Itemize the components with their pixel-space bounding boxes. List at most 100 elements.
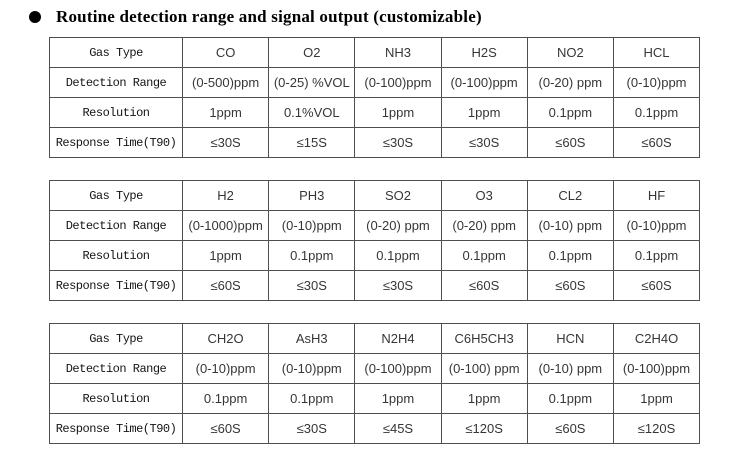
section-header: Routine detection range and signal outpu… — [0, 0, 751, 26]
resolution-cell: 0.1ppm — [526, 383, 614, 414]
gas-type-cell: NH3 — [354, 37, 442, 68]
response-time-cell: ≤60S — [526, 270, 614, 301]
resolution-cell: 1ppm — [181, 240, 270, 271]
detection-range-cell: (0-100)ppm — [354, 353, 442, 384]
detection-range-cell: (0-10) ppm — [526, 353, 614, 384]
row-header-detection-range: Detection Range — [49, 210, 183, 241]
gas-type-cell: PH3 — [268, 180, 356, 211]
detection-range-cell: (0-10)ppm — [181, 353, 270, 384]
gas-type-cell: HCL — [612, 37, 701, 68]
table-row: Response Time(T90) ≤30S ≤15S ≤30S ≤30S ≤… — [49, 127, 701, 158]
table-row: Resolution 1ppm 0.1%VOL 1ppm 1ppm 0.1ppm… — [49, 97, 701, 128]
detection-range-cell: (0-1000)ppm — [181, 210, 270, 241]
gas-spec-table-1: Gas Type CO O2 NH3 H2S NO2 HCL Detection… — [49, 37, 701, 158]
detection-range-cell: (0-100)ppm — [612, 353, 701, 384]
response-time-cell: ≤120S — [612, 413, 701, 444]
response-time-cell: ≤60S — [181, 270, 270, 301]
table-row: Resolution 1ppm 0.1ppm 0.1ppm 0.1ppm 0.1… — [49, 240, 701, 271]
gas-type-cell: SO2 — [354, 180, 442, 211]
resolution-cell: 0.1ppm — [268, 383, 356, 414]
row-header-detection-range: Detection Range — [49, 353, 183, 384]
response-time-cell: ≤30S — [440, 127, 528, 158]
response-time-cell: ≤120S — [440, 413, 528, 444]
detection-range-cell: (0-20) ppm — [526, 67, 614, 98]
gas-type-cell: H2 — [181, 180, 270, 211]
resolution-cell: 0.1ppm — [526, 97, 614, 128]
table-row: Gas Type CH2O AsH3 N2H4 C6H5CH3 HCN C2H4… — [49, 323, 701, 354]
resolution-cell: 0.1ppm — [181, 383, 270, 414]
response-time-cell: ≤30S — [268, 270, 356, 301]
row-header-resolution: Resolution — [49, 240, 183, 271]
response-time-cell: ≤30S — [181, 127, 270, 158]
response-time-cell: ≤60S — [440, 270, 528, 301]
table-row: Gas Type H2 PH3 SO2 O3 CL2 HF — [49, 180, 701, 211]
table-row: Response Time(T90) ≤60S ≤30S ≤45S ≤120S … — [49, 413, 701, 444]
response-time-cell: ≤60S — [612, 270, 701, 301]
resolution-cell: 0.1ppm — [440, 240, 528, 271]
page-title: Routine detection range and signal outpu… — [56, 6, 482, 26]
table-row: Detection Range (0-1000)ppm (0-10)ppm (0… — [49, 210, 701, 241]
response-time-cell: ≤60S — [181, 413, 270, 444]
row-header-resolution: Resolution — [49, 97, 183, 128]
detection-range-cell: (0-10)ppm — [612, 67, 701, 98]
table-row: Detection Range (0-500)ppm (0-25) %VOL (… — [49, 67, 701, 98]
gas-spec-table-3: Gas Type CH2O AsH3 N2H4 C6H5CH3 HCN C2H4… — [49, 323, 701, 444]
row-header-detection-range: Detection Range — [49, 67, 183, 98]
detection-range-cell: (0-20) ppm — [440, 210, 528, 241]
resolution-cell: 1ppm — [440, 383, 528, 414]
gas-type-cell: O3 — [440, 180, 528, 211]
row-header-response-time: Response Time(T90) — [49, 413, 183, 444]
detection-range-cell: (0-100)ppm — [440, 67, 528, 98]
resolution-cell: 0.1ppm — [268, 240, 356, 271]
detection-range-cell: (0-100) ppm — [440, 353, 528, 384]
gas-type-cell: CO — [181, 37, 270, 68]
gas-type-cell: N2H4 — [354, 323, 442, 354]
resolution-cell: 0.1ppm — [354, 240, 442, 271]
gas-type-cell: AsH3 — [268, 323, 356, 354]
resolution-cell: 1ppm — [181, 97, 270, 128]
row-header-gas-type: Gas Type — [49, 323, 183, 354]
row-header-resolution: Resolution — [49, 383, 183, 414]
detection-range-cell: (0-25) %VOL — [268, 67, 356, 98]
table-row: Resolution 0.1ppm 0.1ppm 1ppm 1ppm 0.1pp… — [49, 383, 701, 414]
gas-type-cell: H2S — [440, 37, 528, 68]
row-header-response-time: Response Time(T90) — [49, 127, 183, 158]
resolution-cell: 1ppm — [354, 383, 442, 414]
response-time-cell: ≤30S — [268, 413, 356, 444]
resolution-cell: 0.1ppm — [612, 240, 701, 271]
response-time-cell: ≤60S — [612, 127, 701, 158]
table-row: Detection Range (0-10)ppm (0-10)ppm (0-1… — [49, 353, 701, 384]
detection-range-cell: (0-20) ppm — [354, 210, 442, 241]
response-time-cell: ≤30S — [354, 127, 442, 158]
gas-type-cell: C2H4O — [612, 323, 701, 354]
detection-range-cell: (0-10)ppm — [268, 210, 356, 241]
gas-type-cell: C6H5CH3 — [440, 323, 528, 354]
row-header-gas-type: Gas Type — [49, 180, 183, 211]
gas-type-cell: CL2 — [526, 180, 614, 211]
response-time-cell: ≤60S — [526, 127, 614, 158]
gas-spec-table-2: Gas Type H2 PH3 SO2 O3 CL2 HF Detection … — [49, 180, 701, 301]
detection-range-cell: (0-500)ppm — [181, 67, 270, 98]
response-time-cell: ≤30S — [354, 270, 442, 301]
table-row: Response Time(T90) ≤60S ≤30S ≤30S ≤60S ≤… — [49, 270, 701, 301]
gas-type-cell: CH2O — [181, 323, 270, 354]
response-time-cell: ≤60S — [526, 413, 614, 444]
resolution-cell: 1ppm — [440, 97, 528, 128]
resolution-cell: 1ppm — [354, 97, 442, 128]
response-time-cell: ≤45S — [354, 413, 442, 444]
row-header-gas-type: Gas Type — [49, 37, 183, 68]
table-row: Gas Type CO O2 NH3 H2S NO2 HCL — [49, 37, 701, 68]
resolution-cell: 0.1ppm — [612, 97, 701, 128]
resolution-cell: 1ppm — [612, 383, 701, 414]
gas-type-cell: HCN — [526, 323, 614, 354]
detection-range-cell: (0-10)ppm — [612, 210, 701, 241]
row-header-response-time: Response Time(T90) — [49, 270, 183, 301]
response-time-cell: ≤15S — [268, 127, 356, 158]
bullet-icon — [29, 10, 41, 23]
resolution-cell: 0.1%VOL — [268, 97, 356, 128]
gas-type-cell: HF — [612, 180, 701, 211]
detection-range-cell: (0-100)ppm — [354, 67, 442, 98]
detection-range-cell: (0-10)ppm — [268, 353, 356, 384]
gas-type-cell: NO2 — [526, 37, 614, 68]
gas-type-cell: O2 — [268, 37, 356, 68]
